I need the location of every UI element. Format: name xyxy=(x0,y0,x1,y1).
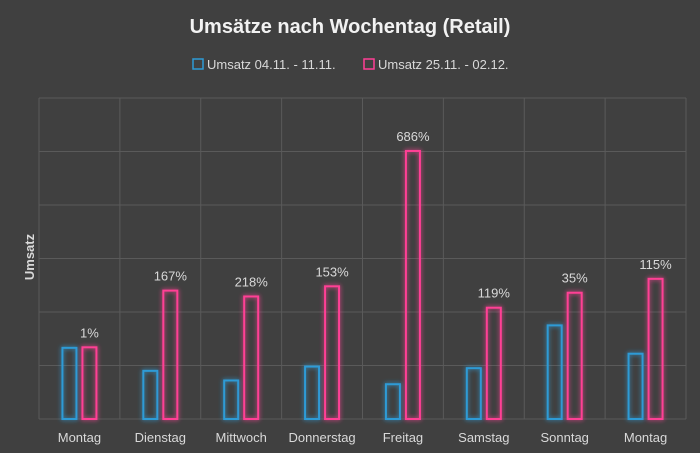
x-tick-labels: Montag Dienstag Mittwoch Donnerstag Freitag S… xyxy=(58,430,668,445)
bar-series-1-montag-7 xyxy=(627,352,644,421)
data-label-1: 167% xyxy=(154,269,188,284)
bar-series-1-mittwoch-2 xyxy=(223,379,240,421)
y-axis-title: Umsatz xyxy=(22,233,37,280)
legend-label-series-1: Umsatz 04.11. - 11.11. xyxy=(207,57,336,72)
data-label-4: 686% xyxy=(396,129,430,144)
data-label-6: 35% xyxy=(562,271,588,286)
bar-series-1-samstag-5 xyxy=(465,367,482,420)
chart-title: Umsätze nach Wochentag (Retail) xyxy=(190,16,511,38)
bar-series-2-sonntag-6 xyxy=(566,291,583,420)
data-label-5: 119% xyxy=(478,286,511,301)
x-tick-label-0: Montag xyxy=(58,430,101,445)
data-label-3: 153% xyxy=(315,264,349,279)
x-tick-label-5: Samstag xyxy=(458,430,509,445)
bar-series-1-donnerstag-3 xyxy=(304,365,321,421)
x-tick-label-2: Mittwoch xyxy=(216,430,267,445)
data-label-0: 1% xyxy=(80,325,99,340)
legend-label-series-2: Umsatz 25.11. - 02.12. xyxy=(378,57,509,72)
legend-swatch-series-1 xyxy=(192,58,204,70)
bar-series-1-sonntag-6 xyxy=(546,324,563,420)
bar-series-1-freitag-4 xyxy=(384,383,401,421)
x-tick-label-1: Dienstag xyxy=(135,430,186,445)
x-tick-label-3: Donnerstag xyxy=(288,430,355,445)
bar-series-2-montag-0 xyxy=(81,346,98,420)
x-tick-label-6: Sonntag xyxy=(540,430,588,445)
bar-series-2-montag-7 xyxy=(647,277,664,420)
legend-swatch-series-2 xyxy=(363,58,375,70)
bar-series-1-montag-0 xyxy=(61,346,78,420)
x-tick-label-7: Montag xyxy=(624,430,667,445)
bars xyxy=(61,149,664,421)
bar-series-2-mittwoch-2 xyxy=(243,295,260,420)
bar-series-2-freitag-4 xyxy=(404,149,421,420)
data-label-2: 218% xyxy=(235,274,269,289)
x-tick-label-4: Freitag xyxy=(383,430,423,445)
data-label-7: 115% xyxy=(639,257,672,272)
bar-series-1-dienstag-1 xyxy=(142,369,159,421)
legend: Umsatz 04.11. - 11.11. Umsatz 25.11. - 0… xyxy=(192,57,509,72)
bar-series-2-dienstag-1 xyxy=(162,289,179,420)
gridlines xyxy=(38,97,687,420)
bar-series-2-donnerstag-3 xyxy=(324,285,341,420)
bar-series-2-samstag-5 xyxy=(485,306,502,420)
data-labels: 1% 167% 218% 153% 686% 119% 35% 115% xyxy=(80,129,672,340)
